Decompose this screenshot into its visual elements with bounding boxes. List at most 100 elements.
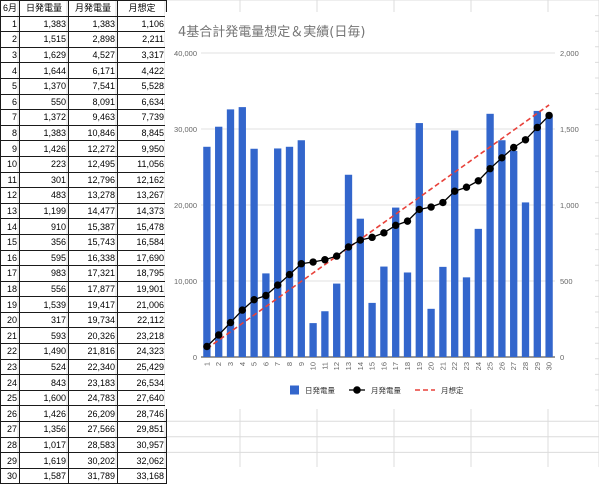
cell-monthly-forecast[interactable]: 11,056 bbox=[117, 155, 168, 173]
cell-monthly-total[interactable]: 9,463 bbox=[68, 109, 119, 126]
cell-daily-output[interactable]: 1,426 bbox=[19, 140, 70, 157]
header-cell-daily[interactable]: 日発電量 bbox=[19, 0, 70, 17]
header-cell-month[interactable]: 6月 bbox=[0, 0, 21, 17]
cell-monthly-forecast[interactable]: 23,218 bbox=[117, 327, 168, 345]
cell-monthly-forecast[interactable]: 4,422 bbox=[117, 62, 168, 79]
cell-day[interactable]: 27 bbox=[0, 421, 21, 438]
cell-day[interactable]: 26 bbox=[0, 405, 21, 423]
cell-daily-output[interactable]: 524 bbox=[19, 358, 70, 376]
cell-monthly-forecast[interactable]: 24,323 bbox=[117, 343, 168, 360]
cell-monthly-forecast[interactable]: 3,317 bbox=[117, 46, 168, 64]
cell-monthly-forecast[interactable]: 1,106 bbox=[117, 15, 168, 33]
cell-monthly-total[interactable]: 19,417 bbox=[68, 296, 119, 313]
cell-daily-output[interactable]: 1,587 bbox=[19, 467, 70, 484]
cell-day[interactable]: 22 bbox=[0, 343, 21, 360]
cell-day[interactable]: 7 bbox=[0, 109, 21, 126]
cell-day[interactable]: 17 bbox=[0, 265, 21, 282]
cell-daily-output[interactable]: 356 bbox=[19, 233, 70, 251]
cell-monthly-total[interactable]: 15,743 bbox=[68, 233, 119, 251]
cell-monthly-forecast[interactable]: 7,739 bbox=[117, 109, 168, 126]
cell-monthly-forecast[interactable]: 30,957 bbox=[117, 436, 168, 454]
cell-daily-output[interactable]: 1,644 bbox=[19, 62, 70, 79]
cell-monthly-forecast[interactable]: 17,690 bbox=[117, 249, 168, 267]
cell-monthly-forecast[interactable]: 9,950 bbox=[117, 140, 168, 157]
cell-monthly-forecast[interactable]: 29,851 bbox=[117, 421, 168, 438]
cell-day[interactable]: 12 bbox=[0, 187, 21, 204]
cell-monthly-total[interactable]: 10,846 bbox=[68, 124, 119, 142]
cell-day[interactable]: 29 bbox=[0, 452, 21, 469]
cell-monthly-total[interactable]: 14,477 bbox=[68, 202, 119, 220]
cell-monthly-forecast[interactable]: 27,640 bbox=[117, 389, 168, 407]
cell-daily-output[interactable]: 1,383 bbox=[19, 15, 70, 33]
cell-day[interactable]: 3 bbox=[0, 46, 21, 64]
cell-monthly-forecast[interactable]: 8,845 bbox=[117, 124, 168, 142]
cell-monthly-total[interactable]: 2,898 bbox=[68, 31, 119, 48]
cell-monthly-forecast[interactable]: 22,112 bbox=[117, 311, 168, 329]
cell-monthly-total[interactable]: 12,272 bbox=[68, 140, 119, 157]
cell-day[interactable]: 13 bbox=[0, 202, 21, 220]
cell-monthly-total[interactable]: 30,202 bbox=[68, 452, 119, 469]
cell-day[interactable]: 20 bbox=[0, 311, 21, 329]
cell-daily-output[interactable]: 317 bbox=[19, 311, 70, 329]
cell-monthly-total[interactable]: 13,278 bbox=[68, 187, 119, 204]
cell-monthly-total[interactable]: 22,340 bbox=[68, 358, 119, 376]
cell-daily-output[interactable]: 1,372 bbox=[19, 109, 70, 126]
cell-daily-output[interactable]: 1,539 bbox=[19, 296, 70, 313]
cell-daily-output[interactable]: 483 bbox=[19, 187, 70, 204]
cell-day[interactable]: 23 bbox=[0, 358, 21, 376]
cell-monthly-forecast[interactable]: 26,534 bbox=[117, 374, 168, 391]
cell-day[interactable]: 16 bbox=[0, 249, 21, 267]
cell-day[interactable]: 25 bbox=[0, 389, 21, 407]
cell-daily-output[interactable]: 1,600 bbox=[19, 389, 70, 407]
cell-daily-output[interactable]: 1,017 bbox=[19, 436, 70, 454]
cell-monthly-total[interactable]: 15,387 bbox=[68, 218, 119, 235]
cell-day[interactable]: 11 bbox=[0, 171, 21, 189]
cell-monthly-forecast[interactable]: 15,478 bbox=[117, 218, 168, 235]
cell-daily-output[interactable]: 1,370 bbox=[19, 77, 70, 95]
cell-monthly-forecast[interactable]: 12,162 bbox=[117, 171, 168, 189]
cell-day[interactable]: 6 bbox=[0, 93, 21, 111]
cell-day[interactable]: 8 bbox=[0, 124, 21, 142]
cell-monthly-total[interactable]: 16,338 bbox=[68, 249, 119, 267]
cell-day[interactable]: 24 bbox=[0, 374, 21, 391]
cell-day[interactable]: 1 bbox=[0, 15, 21, 33]
cell-daily-output[interactable]: 1,199 bbox=[19, 202, 70, 220]
cell-monthly-forecast[interactable]: 2,211 bbox=[117, 31, 168, 48]
cell-monthly-total[interactable]: 17,877 bbox=[68, 280, 119, 298]
cell-daily-output[interactable]: 550 bbox=[19, 93, 70, 111]
cell-monthly-total[interactable]: 7,541 bbox=[68, 77, 119, 95]
cell-daily-output[interactable]: 843 bbox=[19, 374, 70, 391]
cell-monthly-total[interactable]: 12,796 bbox=[68, 171, 119, 189]
cell-monthly-forecast[interactable]: 16,584 bbox=[117, 233, 168, 251]
cell-day[interactable]: 2 bbox=[0, 31, 21, 48]
cell-monthly-forecast[interactable]: 25,429 bbox=[117, 358, 168, 376]
cell-monthly-forecast[interactable]: 18,795 bbox=[117, 265, 168, 282]
cell-day[interactable]: 19 bbox=[0, 296, 21, 313]
cell-day[interactable]: 28 bbox=[0, 436, 21, 454]
cell-monthly-total[interactable]: 19,734 bbox=[68, 311, 119, 329]
cell-monthly-total[interactable]: 27,566 bbox=[68, 421, 119, 438]
chart-panel[interactable]: 4基合計発電量想定＆実績(日毎) 0 10,000 20,000 30,000 40,00… bbox=[165, 12, 595, 409]
cell-monthly-forecast[interactable]: 21,006 bbox=[117, 296, 168, 313]
cell-daily-output[interactable]: 1,426 bbox=[19, 405, 70, 423]
cell-day[interactable]: 10 bbox=[0, 155, 21, 173]
cell-monthly-forecast[interactable]: 28,746 bbox=[117, 405, 168, 423]
cell-monthly-forecast[interactable]: 6,634 bbox=[117, 93, 168, 111]
cell-day[interactable]: 30 bbox=[0, 467, 21, 484]
cell-daily-output[interactable]: 1,356 bbox=[19, 421, 70, 438]
cell-monthly-total[interactable]: 31,789 bbox=[68, 467, 119, 484]
cell-monthly-total[interactable]: 26,209 bbox=[68, 405, 119, 423]
cell-day[interactable]: 14 bbox=[0, 218, 21, 235]
header-cell-monthly[interactable]: 月発電量 bbox=[68, 0, 119, 17]
cell-monthly-total[interactable]: 28,583 bbox=[68, 436, 119, 454]
cell-daily-output[interactable]: 1,383 bbox=[19, 124, 70, 142]
cell-daily-output[interactable]: 1,629 bbox=[19, 46, 70, 64]
cell-daily-output[interactable]: 593 bbox=[19, 327, 70, 345]
cell-daily-output[interactable]: 223 bbox=[19, 155, 70, 173]
cell-monthly-forecast[interactable]: 5,528 bbox=[117, 77, 168, 95]
cell-monthly-total[interactable]: 20,326 bbox=[68, 327, 119, 345]
cell-monthly-total[interactable]: 23,183 bbox=[68, 374, 119, 391]
cell-daily-output[interactable]: 910 bbox=[19, 218, 70, 235]
cell-daily-output[interactable]: 1,619 bbox=[19, 452, 70, 469]
cell-daily-output[interactable]: 1,515 bbox=[19, 31, 70, 48]
